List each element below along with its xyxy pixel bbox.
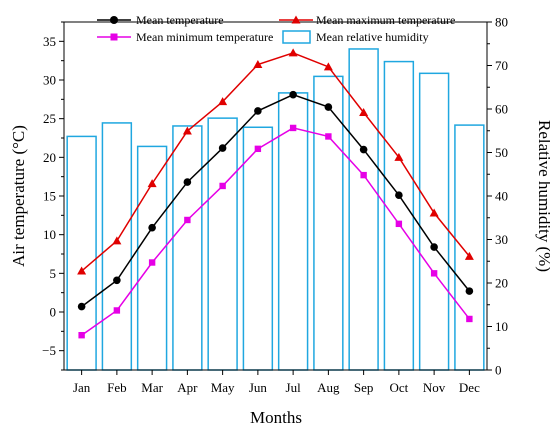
legend-label-mean-minimum-temperature: Mean minimum temperature — [136, 30, 273, 44]
x-tick-label-apr: Apr — [177, 380, 198, 395]
humidity-bar-nov — [418, 72, 450, 371]
x-tick-label-sep: Sep — [354, 380, 374, 395]
left-tick-label-7: 30 — [43, 73, 56, 88]
mean-temperature-point-mar — [148, 223, 156, 232]
legend-swatch-mean-relative-humidity — [282, 30, 311, 44]
mean-maximum-temperature-point-jun — [253, 60, 263, 69]
mean-minimum-temperature-point-dec — [466, 315, 473, 323]
mean-minimum-temperature-point-jul — [289, 124, 297, 132]
left-tick-label-6: 25 — [43, 111, 56, 126]
x-tick-label-dec: Dec — [459, 380, 480, 395]
right-axis: 0 10 20 30 40 50 60 70 80 — [487, 15, 508, 378]
humidity-bar-may — [207, 117, 238, 371]
legend-label-mean-maximum-temperature: Mean maximum temperature — [316, 13, 455, 27]
humidity-bar-oct — [383, 60, 415, 371]
humidity-bars — [66, 48, 485, 371]
x-tick-label-aug: Aug — [317, 380, 340, 395]
mean-temperature-point-may — [218, 144, 227, 152]
mean-temperature-point-dec — [465, 287, 474, 295]
left-tick-label-5: 20 — [43, 150, 56, 165]
right-tick-label-4: 40 — [495, 189, 508, 204]
x-tick-label-may: May — [211, 380, 235, 395]
humidity-bar-jan — [66, 135, 97, 371]
mean-temperature-point-nov — [430, 243, 438, 251]
legend: Mean temperature Mean maximum temperatur… — [97, 13, 455, 44]
left-tick-label-4: 15 — [43, 189, 56, 204]
left-axis: −5 0 5 10 15 20 25 30 35 — [42, 21, 64, 371]
humidity-bar-apr — [172, 125, 203, 371]
legend-label-mean-relative-humidity: Mean relative humidity — [316, 30, 429, 44]
left-tick-label-8: 35 — [43, 34, 56, 49]
left-tick-label-1: 0 — [50, 305, 57, 320]
humidity-bar-dec — [454, 124, 485, 371]
mean-maximum-temperature-point-jan — [77, 266, 87, 275]
mean-temperature-point-jul — [289, 90, 297, 99]
x-tick-label-jun: Jun — [249, 380, 268, 395]
left-tick-label-0: −5 — [42, 343, 56, 358]
mean-minimum-temperature-point-apr — [184, 216, 191, 224]
x-tick-label-nov: Nov — [423, 380, 446, 395]
x-tick-label-jan: Jan — [73, 380, 91, 395]
mean-minimum-temperature-point-aug — [325, 133, 332, 140]
mean-temperature-point-oct — [395, 191, 403, 200]
x-tick-label-oct: Oct — [389, 380, 408, 395]
mean-maximum-temperature-point-dec — [464, 251, 474, 260]
x-tick-label-feb: Feb — [107, 380, 127, 395]
humidity-bar-sep — [348, 48, 379, 371]
right-tick-label-0: 0 — [495, 363, 502, 378]
mean-maximum-temperature-point-aug — [323, 62, 333, 71]
mean-maximum-temperature-point-mar — [147, 179, 157, 188]
x-tick-label-mar: Mar — [141, 380, 163, 395]
right-tick-label-5: 50 — [495, 145, 508, 160]
mean-maximum-temperature-point-oct — [394, 152, 404, 161]
mean-temperature-point-jan — [77, 302, 86, 311]
mean-maximum-temperature-point-may — [218, 97, 228, 106]
mean-maximum-temperature-point-apr — [182, 126, 192, 135]
mean-temperature-point-sep — [359, 145, 368, 154]
right-tick-label-7: 70 — [495, 58, 508, 73]
mean-maximum-temperature-point-sep — [359, 107, 369, 116]
left-axis-title: Air temperature (°C) — [9, 125, 28, 267]
mean-temperature-point-apr — [183, 178, 192, 186]
mean-maximum-temperature-point-nov — [429, 208, 439, 217]
humidity-bar-feb — [101, 122, 133, 371]
mean-temperature-point-aug — [324, 103, 333, 111]
mean-minimum-temperature-point-nov — [430, 270, 438, 277]
right-tick-label-1: 10 — [495, 319, 508, 334]
humidity-bar-aug — [313, 75, 344, 371]
mean-maximum-temperature-point-jul — [288, 48, 298, 57]
temperature-lines — [77, 48, 474, 339]
legend-marker-mean-minimum-temperature — [110, 33, 118, 41]
left-tick-label-3: 10 — [43, 227, 56, 242]
mean-minimum-temperature-point-jan — [78, 332, 85, 339]
x-axis: Jan Feb Mar Apr May Jun Jul Aug Sep Oct Nov Dec — [73, 370, 480, 395]
mean-temperature-point-jun — [254, 107, 262, 115]
legend-marker-mean-maximum-temperature — [291, 15, 301, 24]
right-tick-label-6: 60 — [495, 102, 508, 117]
legend-marker-mean-temperature — [110, 16, 118, 24]
right-tick-label-3: 30 — [495, 232, 508, 247]
x-tick-label-jul: Jul — [286, 380, 302, 395]
right-tick-label-8: 80 — [495, 15, 508, 30]
mean-minimum-temperature-point-feb — [113, 307, 121, 314]
mean-minimum-temperature-point-jun — [254, 145, 262, 153]
mean-temperature-line — [81, 93, 470, 308]
mean-minimum-temperature-point-sep — [360, 171, 367, 179]
mean-minimum-temperature-point-oct — [395, 220, 403, 228]
mean-minimum-temperature-point-mar — [148, 259, 156, 266]
mean-maximum-temperature-point-feb — [112, 236, 122, 245]
mean-maximum-temperature-line — [81, 52, 470, 272]
x-axis-title: Months — [250, 408, 302, 427]
left-tick-label-2: 5 — [50, 266, 57, 281]
mean-temperature-point-feb — [113, 276, 121, 285]
mean-minimum-temperature-point-may — [219, 182, 226, 190]
humidity-bar-jun — [242, 126, 274, 371]
right-tick-label-2: 20 — [495, 276, 508, 291]
right-axis-title: Relative humidity (%) — [535, 120, 550, 272]
legend-label-mean-temperature: Mean temperature — [136, 13, 224, 27]
mean-minimum-temperature-line — [81, 127, 470, 336]
